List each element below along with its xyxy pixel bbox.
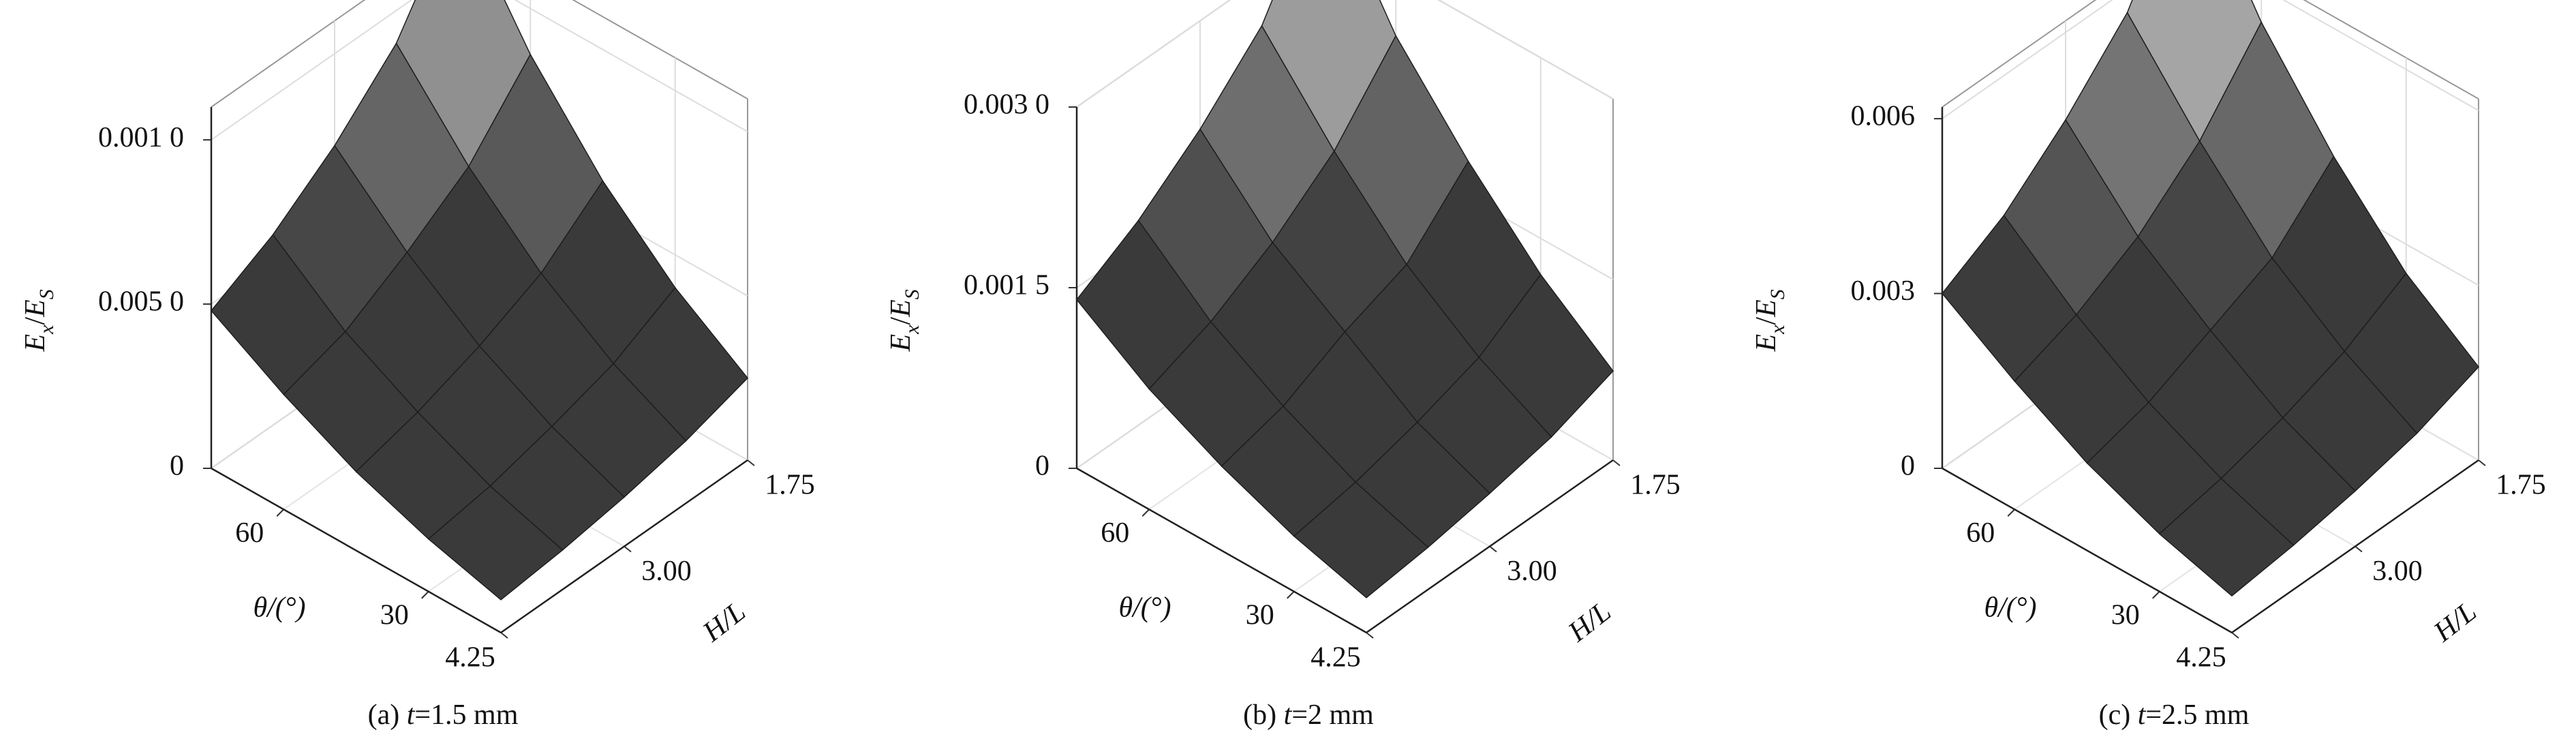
z-tick-label: 0 [1901,451,1915,482]
z-axis-label-part: x [35,324,58,335]
z-tick-label: 0.003 0 [964,89,1049,121]
tick-mark [421,591,429,599]
caption: (c) t=2.5 mm [2099,699,2250,731]
axis-line [500,459,748,634]
tick-mark [2478,459,2486,466]
z-axis-label-part: E [20,334,51,352]
x-tick-label: 1.75 [1630,470,1681,501]
x-axis-label: H/L [2427,596,2483,648]
caption-part: =2 mm [1291,699,1374,731]
z-axis-label-part: E [885,334,917,352]
tick-mark [2231,632,2239,639]
y-tick-label: 60 [1966,517,1995,549]
z-axis-label-part: S [901,289,923,299]
grid-line [514,0,748,133]
surface-cell [1293,481,1429,599]
y-tick-label: 30 [1246,599,1274,631]
x-axis-label: H/L [696,596,752,648]
z-tick-label: 0.005 0 [98,286,184,318]
tick-mark [1489,545,1497,553]
tick-mark [276,509,284,517]
caption-part: (a) [368,699,407,731]
surface-cell [427,485,564,601]
y-tick-label: 60 [235,517,264,549]
axis-line [1076,467,1367,634]
caption-part: (c) [2099,699,2138,731]
x-tick-label: 1.75 [765,470,815,501]
z-tick-label: 0.001 0 [98,122,184,153]
z-axis-label-part: x [901,324,923,335]
tick-mark [2152,591,2160,599]
y-tick-label: 30 [2111,599,2140,631]
tick-mark [1366,632,1374,639]
z-axis-label: Ex/ES [20,289,59,352]
z-axis-label-part: E [885,299,917,318]
x-tick-label: 3.00 [641,556,692,587]
z-tick-label: 0.003 [1851,275,1916,307]
z-tick-label: 0 [1035,451,1049,482]
x-axis-label: H/L [1562,596,1617,648]
x-tick-label: 1.75 [2496,470,2546,501]
z-axis-label-part: E [20,299,51,318]
z-axis-label: Ex/ES [885,289,924,352]
z-axis-label-part: S [35,289,58,299]
tick-mark [2007,509,2015,517]
back-edge [2303,0,2479,100]
z-tick-label: 0 [170,451,184,482]
z-axis-label: Ex/ES [1751,289,1790,352]
axis-line [1366,459,1614,634]
x-tick-label: 4.25 [445,642,495,674]
z-tick-label: 0.006 [1851,101,1916,132]
z-tick-label: 0.001 5 [964,270,1049,301]
caption-part: t [2138,699,2147,731]
surface-cell [2158,477,2295,597]
caption-part: =2.5 mm [2145,699,2249,731]
z-axis-label-part: x [1766,324,1789,335]
y-tick-label: 60 [1101,517,1129,549]
tick-mark [2355,545,2363,553]
x-tick-label: 4.25 [1310,642,1361,674]
tick-mark [747,459,755,466]
x-tick-label: 3.00 [2372,556,2423,587]
z-axis-label-part: E [1751,299,1782,318]
axis-line [1942,467,2233,634]
tick-mark [500,632,508,639]
y-axis-label: θ/(°) [1984,592,2036,624]
tick-mark [1287,591,1295,599]
tick-mark [1141,509,1150,517]
panel: 00.005 00.001 030601.753.004.25Ex/ESθ/(°… [20,0,815,731]
caption-part: t [1284,699,1293,731]
caption-part: t [407,699,416,731]
x-tick-label: 3.00 [1507,556,1557,587]
x-tick-label: 4.25 [2176,642,2226,674]
caption: (a) t=1.5 mm [368,699,519,731]
y-tick-label: 30 [380,599,409,631]
axis-line [2231,459,2479,634]
caption-part: =1.5 mm [414,699,518,731]
back-edge [572,0,748,100]
grid-line [1437,0,1614,100]
y-axis-label: θ/(°) [253,592,305,624]
panel: 00.001 50.003 030601.753.004.25Ex/ESθ/(°… [885,0,1681,731]
tick-mark [1612,459,1621,466]
z-axis-label-part: / [1751,317,1782,325]
caption: (b) t=2 mm [1243,699,1374,731]
z-axis-label-part: / [20,317,51,325]
z-axis-label-part: S [1766,289,1789,299]
caption-part: (b) [1243,699,1283,731]
grid-line [2282,0,2479,111]
y-axis-label: θ/(°) [1118,592,1171,624]
z-axis-label-part: / [885,317,917,325]
tick-mark [624,545,632,553]
axis-line [211,467,502,634]
z-axis-label-part: E [1751,334,1782,352]
